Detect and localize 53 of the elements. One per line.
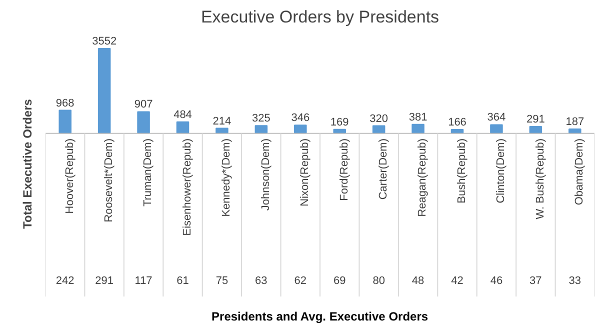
x-tick-label: Kennedy*(Dem) <box>220 138 233 217</box>
text: 46 <box>490 275 503 288</box>
text: 117 <box>134 275 152 288</box>
bar <box>137 111 150 134</box>
y-axis-title: Total Executive Orders <box>20 98 34 229</box>
data-label: 907 <box>134 98 153 111</box>
data-label: 169 <box>330 116 349 128</box>
bar <box>254 125 268 134</box>
bar <box>98 48 111 134</box>
data-label: 381 <box>408 111 428 124</box>
text: 62 <box>294 275 307 288</box>
x-tick-label: Obama(Dem) <box>574 138 586 206</box>
data-label: 346 <box>291 112 310 124</box>
x-tick-label: Carter(Dem) <box>378 138 390 200</box>
x-tick-label: Ford(Repub) <box>338 138 350 201</box>
data-label: 484 <box>174 108 192 121</box>
x-tick-label: Roosevelt*(Dem) <box>103 138 116 222</box>
data-label: 325 <box>252 112 270 125</box>
x-tick-label: Reagan(Repub) <box>416 138 429 217</box>
bar <box>294 124 307 134</box>
text: 37 <box>530 275 542 288</box>
data-label: 320 <box>370 112 388 125</box>
chart-title: Executive Orders by Presidents <box>200 8 440 26</box>
text: 63 <box>255 275 268 288</box>
data-label: 214 <box>212 115 232 128</box>
text: 242 <box>56 275 74 288</box>
text: 48 <box>412 275 424 288</box>
text: 61 <box>176 275 189 288</box>
data-label: 3552 <box>92 35 117 48</box>
data-label: 364 <box>487 112 506 124</box>
data-label: 291 <box>526 113 545 126</box>
text: 80 <box>372 275 385 288</box>
x-tick-label: Truman(Dem) <box>142 138 154 207</box>
data-label: 166 <box>448 116 466 128</box>
x-tick-label: Bush(Repub) <box>456 138 468 204</box>
bar <box>176 121 190 134</box>
x-tick-label: Nixon(Repub) <box>299 138 312 206</box>
text: Presidents and Avg. Executive Orders <box>212 310 428 324</box>
x-tick-label: W. Bush(Repub) <box>534 138 546 220</box>
x-tick-label: Clinton(Dem) <box>495 138 508 204</box>
x-tick-label: Johnson(Dem) <box>260 138 272 211</box>
bar <box>412 124 424 134</box>
bar <box>490 124 503 134</box>
data-label: 187 <box>566 116 584 128</box>
x-tick-label: Hoover(Repub) <box>64 138 76 214</box>
bar <box>58 110 72 134</box>
text: 42 <box>451 275 464 288</box>
data-label: 968 <box>56 97 74 110</box>
text: 69 <box>333 275 346 288</box>
x-tick-label: Eisenhower(Repub) <box>181 138 194 236</box>
text: 75 <box>216 275 228 288</box>
text: 33 <box>568 275 582 288</box>
text: 291 <box>95 275 114 288</box>
